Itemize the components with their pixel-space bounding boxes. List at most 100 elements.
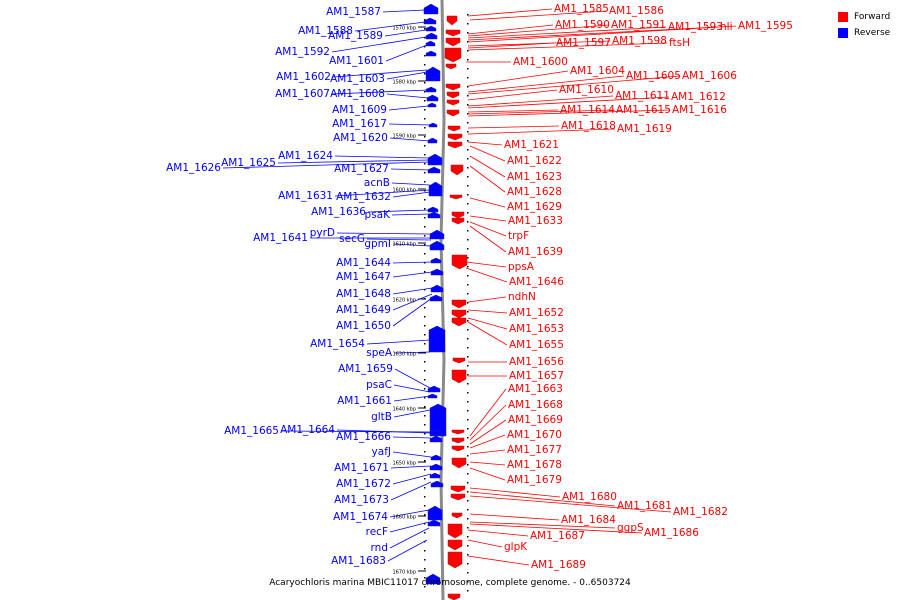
forward-gene [451,317,467,327]
forward-leader-line [467,24,610,37]
forward-gene-label: AM1_1669 [508,414,563,426]
reverse-leader-line [392,191,431,198]
forward-gene [451,211,465,219]
reverse-gene-label: AM1_1671 [334,462,389,474]
forward-leader-line [467,75,681,95]
forward-gene [447,551,463,569]
track-dot [424,433,426,435]
track-dot [424,100,426,102]
track-dot [467,167,469,169]
track-dot [424,577,426,579]
forward-leader-line [467,141,503,146]
forward-leader-line [469,145,506,162]
track-dot [424,541,426,543]
track-dot [467,239,469,241]
track-dot [467,131,469,133]
forward-gene-label: AM1_1657 [509,370,564,382]
reverse-gene [427,206,439,213]
scale-tick-label: 1590 kbp [392,134,416,140]
forward-leader-line [469,513,560,521]
scale-tick-label: 1650 kbp [392,461,416,467]
forward-gene [447,539,463,551]
track-dot [467,563,469,565]
forward-gene-label: AM1_1597 [556,37,611,49]
forward-gene-label: AM1_1646 [509,276,564,288]
reverse-gene [429,403,447,437]
track-dot [424,136,426,138]
forward-leader-line [469,165,506,193]
forward-gene-label: AM1_1678 [507,459,562,471]
forward-gene [451,217,465,225]
track-dot [424,109,426,111]
forward-leader-line [469,225,507,253]
forward-leader-line [467,26,667,39]
reverse-leader-line [393,384,431,393]
reverse-leader-line [392,261,433,264]
forward-leader-line [467,109,559,113]
track-dot [467,500,469,502]
forward-gene-label: AM1_1590 [555,19,610,31]
forward-leader-line [469,434,506,449]
track-dot [467,266,469,268]
reverse-gene [429,240,445,251]
track-dot [424,505,426,507]
track-dot [424,532,426,534]
track-dot [424,487,426,489]
forward-gene-label: AM1_1679 [507,474,562,486]
reverse-gene-label: AM1_1672 [336,478,391,490]
reverse-gene [423,3,439,15]
forward-gene-label: AM1_1621 [504,139,559,151]
forward-gene [451,309,467,319]
forward-leader-line [465,267,508,283]
scale-tick-label: 1660 kbp [392,515,416,521]
track-dot [424,550,426,552]
forward-leader-line [469,10,608,21]
track-dot [424,217,426,219]
track-dot [467,554,469,556]
track-dot [467,23,469,25]
track-dot [424,325,426,327]
reverse-leader-line [391,213,431,216]
forward-gene-label: AM1_1629 [507,201,562,213]
track-dot [424,478,426,480]
forward-gene [449,194,463,200]
track-dot [467,329,469,331]
track-dot [467,194,469,196]
reverse-leader-line [334,155,431,159]
reverse-gene-label: psaK [365,209,392,221]
track-dot [467,491,469,493]
reverse-gene-label: AM1_1617 [332,118,387,130]
reverse-gene [425,573,441,585]
forward-gene-label: AM1_1623 [507,171,562,183]
reverse-swatch [838,28,848,38]
forward-gene-label: AM1_1604 [570,65,625,77]
track-dot [424,469,426,471]
track-dot [424,370,426,372]
track-dot [424,298,426,300]
track-dot [424,271,426,273]
track-dot [467,221,469,223]
forward-gene [446,15,458,26]
reverse-leader-line [389,527,430,549]
legend: Forward Reverse [838,9,890,41]
forward-gene-label: AM1_1611 [615,90,670,102]
track-dot [467,320,469,322]
reverse-gene-label: AM1_1609 [332,104,387,116]
track-dot [424,496,426,498]
forward-gene-label: AM1_1616 [672,104,727,116]
track-dot [467,140,469,142]
scale-tick-label: 1670 kbp [392,570,416,576]
track-dot [467,113,469,115]
forward-gene-label: AM1_1652 [509,307,564,319]
reverse-leader-line [392,451,432,458]
reverse-leader-line [393,409,431,418]
track-dot [467,68,469,70]
reverse-gene [427,137,438,144]
scale-tick-label: 1600 kbp [392,188,416,194]
reverse-leader-line [393,395,431,402]
forward-leader-line [467,125,560,129]
reverse-gene [426,94,439,102]
track-dot [424,28,426,30]
track-dot [467,347,469,349]
scale-tick-label: 1610 kbp [392,242,416,248]
